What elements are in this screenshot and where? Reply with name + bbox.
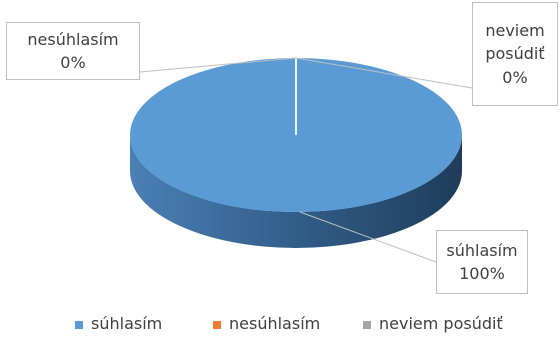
data-label: neviem posúdiť 0% xyxy=(472,2,558,106)
legend-label: nesúhlasím xyxy=(229,314,321,333)
data-label-category: súhlasím xyxy=(446,240,518,260)
legend-label: súhlasím xyxy=(91,314,163,333)
legend-item: súhlasím xyxy=(75,314,162,333)
leader-line xyxy=(295,57,473,89)
legend-label: neviem posúdiť xyxy=(379,314,503,333)
legend-item: nesúhlasím xyxy=(213,314,320,333)
data-label-value: 100% xyxy=(459,264,505,283)
data-label-category: neviem posúdiť xyxy=(485,21,545,64)
legend-item: neviem posúdiť xyxy=(363,314,503,333)
slice-side xyxy=(130,135,462,248)
legend-swatch xyxy=(213,320,221,329)
data-label-value: 0% xyxy=(502,67,528,87)
data-label: nesúhlasím 0% xyxy=(6,22,140,80)
data-label: súhlasím 100% xyxy=(436,230,528,294)
leader-line xyxy=(139,57,297,73)
data-label-value: 0% xyxy=(60,53,86,72)
data-label-category: nesúhlasím xyxy=(27,29,119,49)
legend-swatch xyxy=(363,320,371,329)
leader-line xyxy=(299,211,437,263)
legend-swatch xyxy=(75,320,83,329)
